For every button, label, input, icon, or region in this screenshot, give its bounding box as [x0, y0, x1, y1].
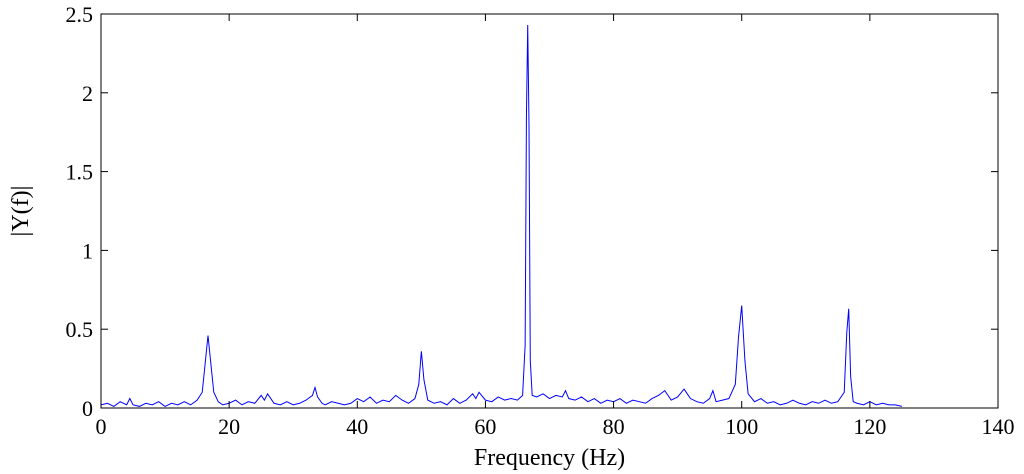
- y-tick-label: 1: [82, 238, 93, 263]
- y-tick-label: 0: [82, 396, 93, 421]
- x-tick-label: 60: [474, 414, 496, 439]
- x-tick-label: 20: [218, 414, 240, 439]
- x-tick-label: 40: [346, 414, 368, 439]
- plot-area: [100, 25, 903, 408]
- y-tick-label: 0.5: [66, 317, 94, 342]
- x-tick-label: 140: [982, 414, 1015, 439]
- x-tick-label: 120: [853, 414, 886, 439]
- y-axis-label: |Y(f)|: [8, 186, 34, 237]
- series-line-0: [100, 25, 903, 408]
- x-tick-label: 80: [603, 414, 625, 439]
- y-tick-label: 2: [82, 81, 93, 106]
- x-tick-label: 100: [725, 414, 758, 439]
- y-tick-label: 2.5: [66, 2, 94, 27]
- x-axis-label: Frequency (Hz): [474, 445, 625, 471]
- axis-frame: [100, 13, 999, 409]
- y-axis-ticks: 0 0.5 1 1.5 2 2.5: [66, 2, 998, 421]
- x-axis-ticks: 0 20 40 60 80 100 120 140: [96, 14, 1015, 439]
- x-tick-label: 0: [96, 414, 107, 439]
- y-tick-label: 1.5: [66, 160, 94, 185]
